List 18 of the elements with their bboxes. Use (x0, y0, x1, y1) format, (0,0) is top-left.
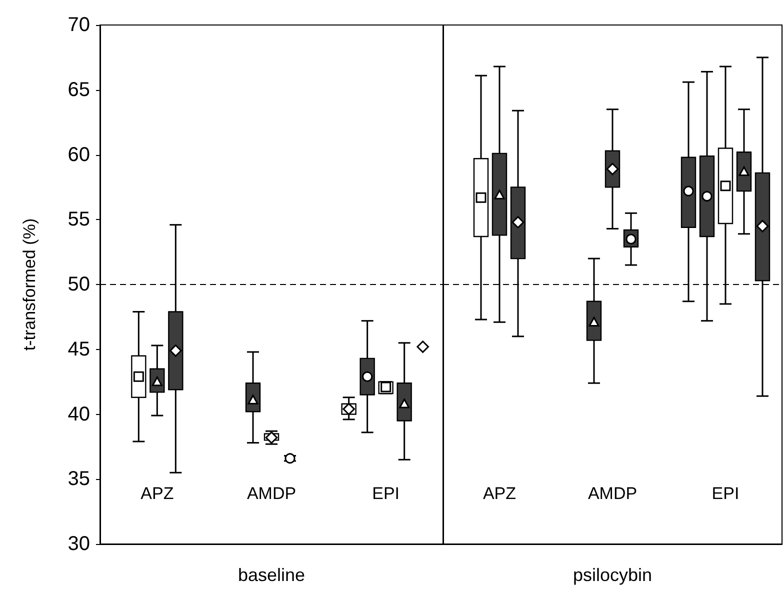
x-tick-label: APZ (140, 484, 174, 503)
y-tick-label: 65 (68, 78, 90, 101)
y-tick-label: 60 (68, 144, 90, 166)
y-tick-label: 45 (68, 338, 90, 360)
y-tick-label: 40 (68, 403, 90, 426)
y-tick-label: 70 (68, 14, 90, 36)
y-tick-label: 30 (68, 533, 90, 555)
y-tick-label: 35 (68, 468, 90, 490)
y-tick-label: 55 (68, 208, 90, 231)
x-tick-label: EPI (712, 484, 740, 503)
x-tick-label: APZ (482, 484, 516, 503)
x-axis-title: psilocybin (572, 565, 652, 585)
x-tick-label: AMDP (588, 484, 638, 503)
x-tick-label: EPI (372, 484, 400, 503)
x-axis-title: baseline (238, 565, 306, 585)
y-axis-title: t-transformed (%) (20, 218, 39, 351)
x-tick-label: AMDP (246, 484, 296, 503)
y-tick-label: 50 (68, 274, 90, 296)
